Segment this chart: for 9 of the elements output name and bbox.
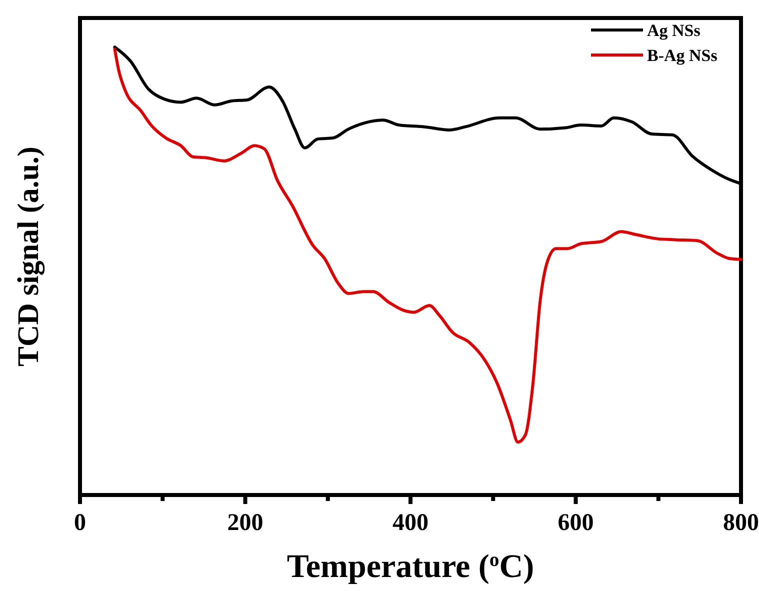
legend-label: Ag NSs	[647, 21, 701, 40]
x-tick-label: 0	[74, 510, 86, 536]
y-axis-title: TCD signal (a.u.)	[12, 146, 45, 367]
x-axis-title: Temperature ($^{o}$C)	[286, 549, 534, 585]
legend-label: B-Ag NSs	[647, 46, 718, 65]
x-tick-label: 200	[227, 510, 264, 536]
x-tick-label: 400	[392, 510, 428, 536]
x-tick-label: 800	[723, 510, 759, 536]
x-tick-label: 600	[558, 510, 594, 536]
